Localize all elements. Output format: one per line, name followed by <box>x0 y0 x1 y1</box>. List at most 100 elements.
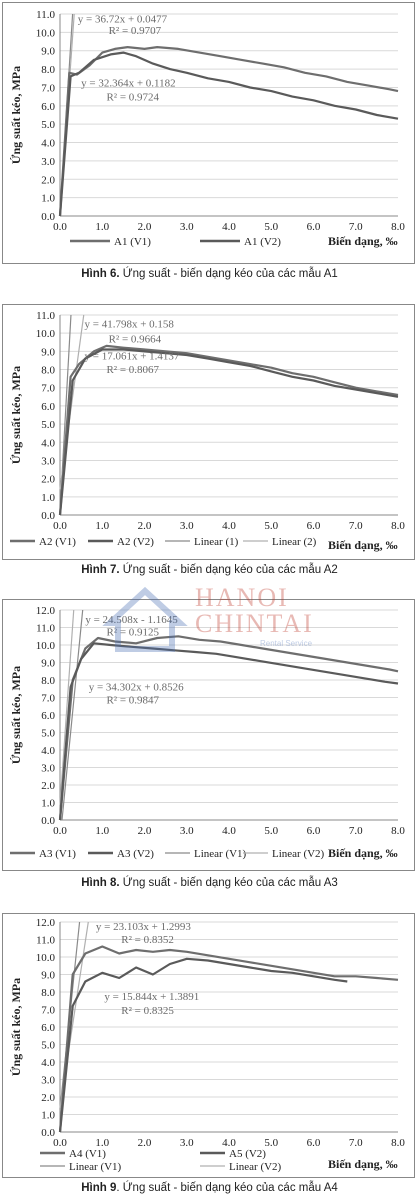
x-tick-label: 2.0 <box>138 520 152 532</box>
x-tick-label: 3.0 <box>180 825 194 837</box>
legend-label: Linear (V1) <box>69 1161 122 1173</box>
y-tick-label: 0.0 <box>41 211 55 223</box>
legend-label: A1 (V2) <box>244 236 281 248</box>
legend-label: A2 (V2) <box>117 536 154 548</box>
y-tick-label: 11.0 <box>36 310 55 322</box>
y-tick-label: 4.0 <box>41 745 55 757</box>
x-axis-label: Biến dạng, ‰ <box>328 1157 398 1171</box>
trendline <box>61 609 84 821</box>
legend-label: A3 (V2) <box>117 848 154 860</box>
caption-fig8-text: Ứng suất - biến dạng kéo của các mẫu A3 <box>119 877 338 889</box>
y-tick-label: 1.0 <box>41 193 55 205</box>
trendline-equation: y = 32.364x + 0.1182 <box>81 78 176 90</box>
legend-label: Linear (V2) <box>272 848 325 860</box>
x-tick-label: 3.0 <box>180 221 194 233</box>
y-tick-label: 7.0 <box>41 383 55 395</box>
trendline-equation: R² = 0.9707 <box>109 25 162 37</box>
x-tick-label: 4.0 <box>222 1137 236 1149</box>
y-tick-label: 0.0 <box>41 1127 55 1139</box>
y-tick-label: 3.0 <box>41 1075 55 1087</box>
y-tick-label: 0.0 <box>41 815 55 827</box>
trendline-equation: R² = 0.9125 <box>106 626 159 638</box>
caption-fig9-text: . Ứng suất - biến dạng kéo của các mẫu A… <box>116 1182 338 1194</box>
x-tick-label: 6.0 <box>307 520 321 532</box>
y-tick-label: 12.0 <box>36 605 56 617</box>
trendline-equation: R² = 0.8067 <box>106 364 159 376</box>
y-tick-label: 12.0 <box>36 917 56 929</box>
x-tick-label: 7.0 <box>349 1137 363 1149</box>
caption-fig7-bold: Hình 7. <box>81 564 120 576</box>
caption-fig9: Hình 9. Ứng suất - biến dạng kéo của các… <box>0 1182 419 1194</box>
x-axis-label: Biến dạng, ‰ <box>328 234 398 248</box>
y-tick-label: 2.0 <box>41 474 55 486</box>
x-tick-label: 5.0 <box>264 520 278 532</box>
y-tick-label: 6.0 <box>41 1022 55 1034</box>
x-tick-label: 1.0 <box>95 825 109 837</box>
series-line <box>58 344 399 516</box>
y-tick-label: 4.0 <box>41 1057 55 1069</box>
y-tick-label: 6.0 <box>41 710 55 722</box>
y-tick-label: 3.0 <box>41 763 55 775</box>
y-tick-label: 9.0 <box>41 658 55 670</box>
caption-fig7: Hình 7. Ứng suất - biến dạng kéo của các… <box>0 564 419 576</box>
trendline-equation: R² = 0.9664 <box>109 333 162 345</box>
series-line <box>58 46 399 217</box>
y-tick-label: 3.0 <box>41 156 55 168</box>
legend-label: Linear (2) <box>272 536 317 548</box>
y-tick-label: 9.0 <box>41 46 55 58</box>
x-tick-label: 6.0 <box>307 825 321 837</box>
caption-fig6-bold: Hình 6. <box>81 268 120 280</box>
trendline-equation: y = 23.103x + 1.2993 <box>96 921 191 933</box>
x-tick-label: 3.0 <box>180 1137 194 1149</box>
caption-fig6: Hình 6. Ứng suất - biến dạng kéo của các… <box>0 268 419 280</box>
x-tick-label: 4.0 <box>222 520 236 532</box>
y-axis-label: Ứng suất kéo, MPa <box>9 978 23 1076</box>
trendline-equation: y = 17.061x + 1.4137 <box>85 351 180 363</box>
x-tick-label: 5.0 <box>264 221 278 233</box>
y-tick-label: 5.0 <box>41 728 55 740</box>
x-axis-label: Biến dạng, ‰ <box>328 538 398 552</box>
x-tick-label: 6.0 <box>307 221 321 233</box>
y-tick-label: 8.0 <box>41 675 55 687</box>
series-line <box>58 945 399 1133</box>
y-tick-label: 10.0 <box>36 640 56 652</box>
x-tick-label: 3.0 <box>180 520 194 532</box>
trendline-equation: R² = 0.8325 <box>121 1005 174 1017</box>
x-tick-label: 2.0 <box>138 825 152 837</box>
legend-label: A3 (V1) <box>39 848 76 860</box>
x-tick-label: 1.0 <box>95 221 109 233</box>
series-line <box>58 957 348 1133</box>
legend-label: Linear (V1) <box>194 848 247 860</box>
y-tick-label: 10.0 <box>36 952 56 964</box>
y-tick-label: 8.0 <box>41 987 55 999</box>
y-axis-label: Ứng suất kéo, MPa <box>9 366 23 464</box>
y-tick-label: 11.0 <box>36 935 55 947</box>
y-tick-label: 11.0 <box>36 623 55 635</box>
y-tick-label: 0.0 <box>41 510 55 522</box>
x-tick-label: 8.0 <box>391 1137 405 1149</box>
x-tick-label: 7.0 <box>349 825 363 837</box>
y-tick-label: 1.0 <box>41 798 55 810</box>
trendline-equation: y = 36.72x + 0.0477 <box>78 13 168 25</box>
y-tick-label: 2.0 <box>41 1092 55 1104</box>
chart-frame-a2 <box>2 304 415 560</box>
x-tick-label: 4.0 <box>222 825 236 837</box>
legend-label: A2 (V1) <box>39 536 76 548</box>
x-tick-label: 8.0 <box>391 520 405 532</box>
trendline <box>59 609 75 806</box>
legend-label: A4 (V1) <box>69 1148 106 1160</box>
x-tick-label: 7.0 <box>349 520 363 532</box>
series-line <box>58 635 399 821</box>
y-tick-label: 2.0 <box>41 780 55 792</box>
caption-fig8: Hình 8. Ứng suất - biến dạng kéo của các… <box>0 877 419 889</box>
x-tick-label: 0.0 <box>53 221 67 233</box>
y-tick-label: 6.0 <box>41 401 55 413</box>
y-axis-label: Ứng suất kéo, MPa <box>9 666 23 764</box>
y-tick-label: 7.0 <box>41 1005 55 1017</box>
y-tick-label: 8.0 <box>41 64 55 76</box>
series-line <box>58 642 399 821</box>
x-tick-label: 8.0 <box>391 221 405 233</box>
caption-fig9-bold: Hình 9 <box>81 1182 117 1194</box>
x-tick-label: 1.0 <box>95 1137 109 1149</box>
